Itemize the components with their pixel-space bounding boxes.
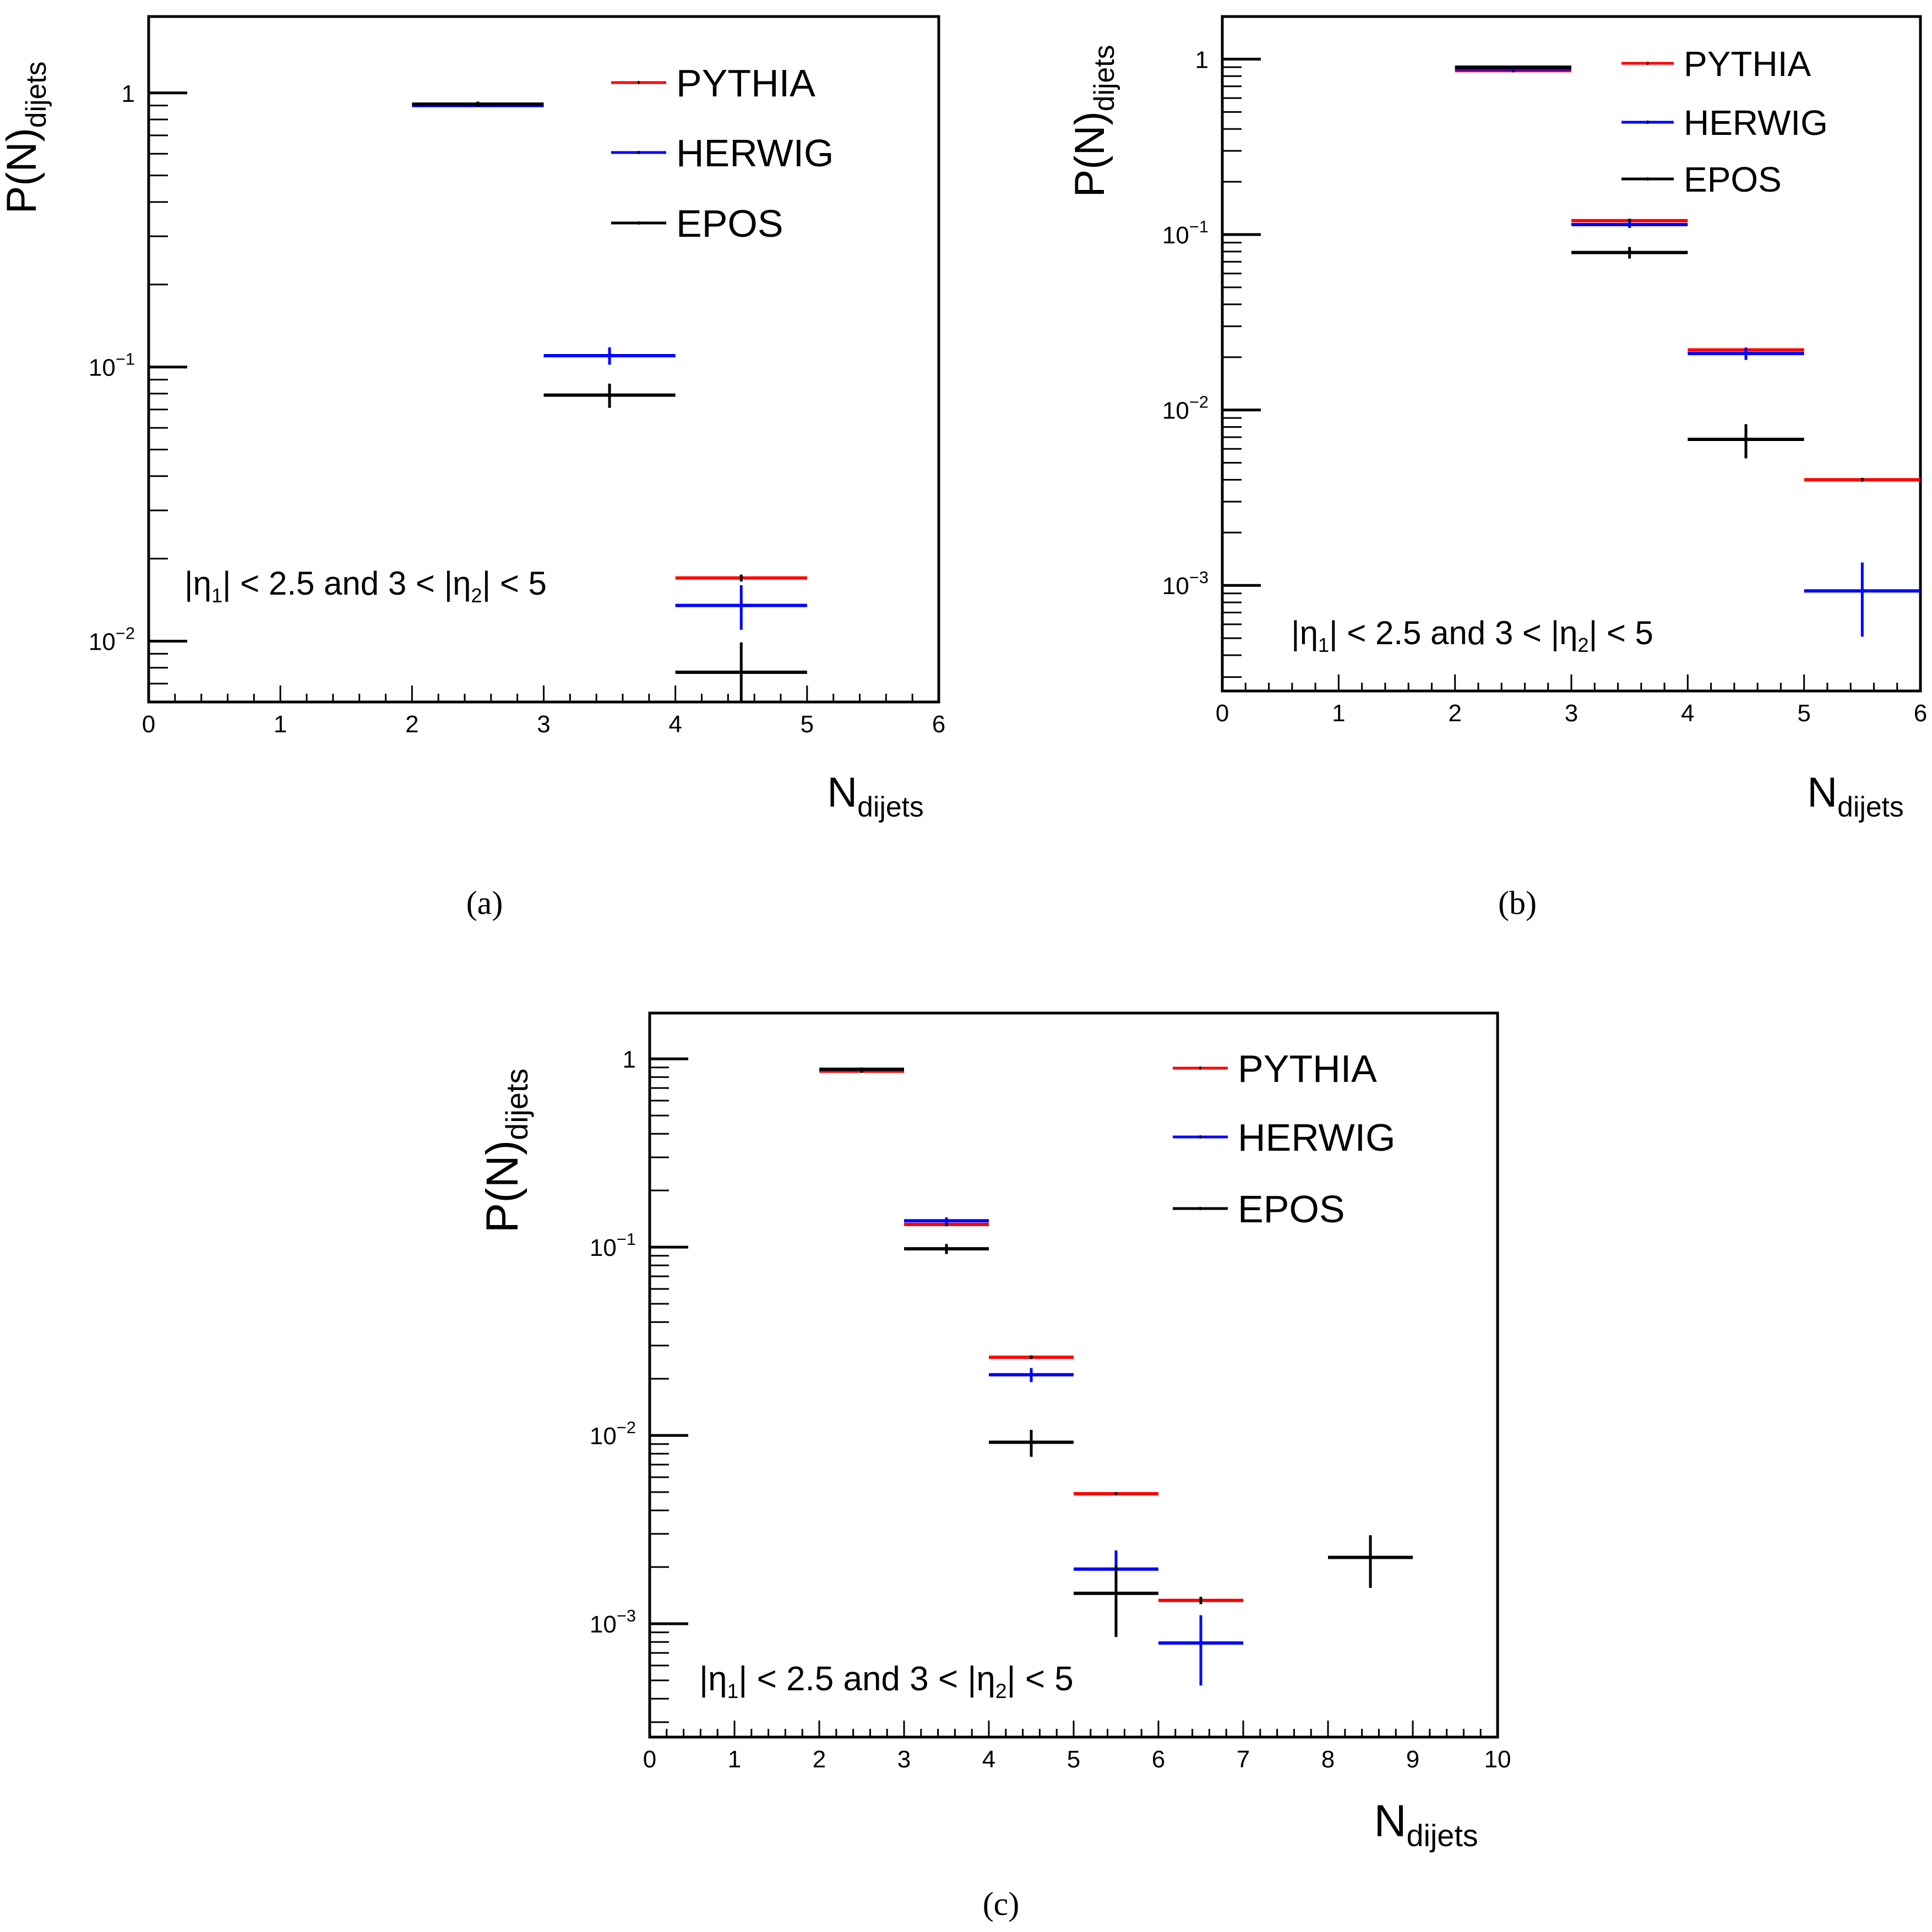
x-tick-label: 8: [1321, 1746, 1335, 1773]
legend-label-epos: EPOS: [1238, 1188, 1345, 1231]
y-tick-exponent: −2: [116, 624, 135, 643]
y-tick-exponent: −3: [1189, 568, 1209, 587]
y-tick-exponent: −1: [617, 1229, 636, 1249]
x-tick-label: 1: [274, 711, 287, 738]
x-tick-label: 3: [897, 1746, 911, 1773]
y-tick-exponent: −1: [1189, 217, 1209, 236]
x-tick-label: 5: [1797, 700, 1810, 727]
legend-label-epos: EPOS: [1684, 160, 1782, 199]
x-tick-label: 5: [801, 711, 814, 738]
annotation-subscript: 2: [995, 1679, 1007, 1702]
cut-annotation: |η1| < 2.5 and 3 < |η2| < 5: [184, 565, 547, 607]
y-axis-label: P(N)dijets: [477, 1069, 534, 1233]
annotation-subscript: 1: [211, 584, 222, 607]
legend-label-pythia: PYTHIA: [1684, 44, 1811, 84]
x-tick-label: 0: [1216, 700, 1229, 727]
y-tick-label: 1: [623, 1046, 636, 1073]
x-tick-label: 5: [1067, 1746, 1080, 1773]
cut-annotation: |η1| < 2.5 and 3 < |η2| < 5: [1291, 614, 1653, 656]
x-tick-label: 6: [932, 711, 945, 738]
y-tick-exponent: −2: [617, 1418, 636, 1437]
y-tick-label: 10−3: [1162, 568, 1209, 600]
y-tick-exponent: −1: [116, 350, 135, 369]
panel-c: 0 1 2 3 4 5 6 7 8 9 10110−110−210−3NdijetsP(N)dije…: [477, 1011, 1511, 1853]
y-tick-exponent: −3: [617, 1606, 636, 1625]
x-tick-label: 2: [405, 711, 418, 738]
legend-label-pythia: PYTHIA: [1238, 1047, 1377, 1090]
y-axis-label-sub: dijets: [500, 1069, 534, 1140]
x-tick-label: 3: [1565, 700, 1578, 727]
caption-b: (b): [1498, 885, 1537, 921]
panel-b: 0 1 2 3 4 5 6110−110−210−3NdijetsP(N)dijets|η1…: [1066, 15, 1927, 823]
annotation-text: | < 2.5 and 3 < |η: [222, 565, 471, 602]
x-tick-label: 2: [1448, 700, 1461, 727]
legend-label-herwig: HERWIG: [1238, 1116, 1396, 1159]
x-tick-label: 0: [643, 1746, 656, 1773]
x-tick-label: 2: [813, 1746, 826, 1773]
x-tick-label: 9: [1406, 1746, 1419, 1773]
annotation-text: | < 5: [1007, 1660, 1074, 1698]
caption-a: (a): [466, 885, 503, 921]
x-tick-label: 1: [1332, 700, 1345, 727]
x-tick-label: 3: [537, 711, 550, 738]
legend-label-pythia: PYTHIA: [676, 62, 815, 105]
x-tick-label: 4: [668, 711, 682, 738]
legend-label-epos: EPOS: [676, 202, 783, 245]
x-tick-label: 4: [982, 1746, 995, 1773]
x-axis-label-sub: dijets: [1407, 1819, 1478, 1853]
x-tick-label: 7: [1237, 1746, 1250, 1773]
y-tick-exponent: −2: [1189, 393, 1209, 412]
x-tick-label: 6: [1152, 1746, 1165, 1773]
legend-label-herwig: HERWIG: [1684, 103, 1828, 143]
x-tick-label: 4: [1681, 700, 1694, 727]
x-tick-label: 0: [142, 711, 155, 738]
legend-label-herwig: HERWIG: [676, 132, 834, 175]
y-axis-label-sub: dijets: [20, 62, 52, 128]
annotation-subscript: 2: [1578, 634, 1589, 656]
annotation-text: | < 2.5 and 3 < |η: [1329, 614, 1578, 651]
x-tick-label: 6: [1914, 700, 1927, 727]
y-tick-label: 1: [122, 80, 135, 107]
x-axis-label-sub: dijets: [1837, 791, 1904, 823]
annotation-subscript: 2: [471, 584, 482, 607]
y-axis-label-sub: dijets: [1088, 45, 1120, 112]
x-tick-label: 1: [728, 1746, 741, 1773]
annotation-text: | < 5: [1589, 614, 1653, 651]
annotation-text: | < 2.5 and 3 < |η: [738, 1660, 995, 1698]
y-tick-label: 1: [1195, 46, 1209, 73]
x-axis-label-sub: dijets: [857, 791, 924, 823]
annotation-text: | < 5: [482, 565, 547, 602]
caption-c: (c): [983, 1886, 1020, 1922]
cut-annotation: |η1| < 2.5 and 3 < |η2| < 5: [699, 1660, 1074, 1702]
annotation-subscript: 1: [1318, 634, 1329, 656]
y-axis-label: P(N)dijets: [1066, 45, 1120, 198]
annotation-subscript: 1: [727, 1679, 739, 1702]
x-tick-label: 10: [1484, 1746, 1511, 1773]
